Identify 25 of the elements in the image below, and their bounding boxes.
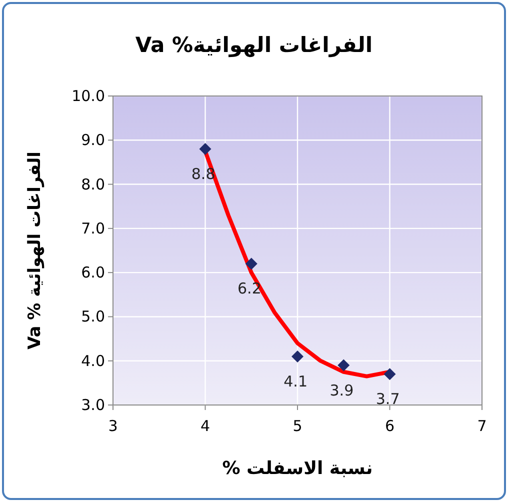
point	[384, 368, 396, 380]
data-label: 4.1	[284, 372, 308, 390]
y-tick-label: 9.0	[81, 131, 105, 150]
x-axis-title: نسبة الاسفلت %	[222, 458, 373, 479]
y-tick-label: 5.0	[81, 308, 105, 326]
x-tick-label: 6	[384, 417, 395, 435]
point	[292, 350, 304, 362]
data-label: 6.2	[238, 280, 262, 298]
chart-title: الفراغات الهوائية% Va	[135, 33, 373, 58]
x-tick-label: 3	[108, 417, 118, 435]
data-label: 3.9	[330, 381, 354, 400]
y-tick-label: 6.0	[81, 264, 105, 282]
y-tick-label: 3.0	[81, 396, 105, 414]
point	[338, 359, 350, 372]
x-tick-label: 5	[292, 417, 302, 435]
y-tick-label: 8.0	[81, 175, 105, 194]
data-label: 3.7	[376, 390, 400, 408]
x-tick-label: 4	[200, 417, 210, 435]
point	[245, 258, 258, 270]
y-tick-label: 4.0	[81, 352, 105, 370]
y-tick-label: 7.0	[81, 219, 105, 238]
y-tick-label: 10.0	[72, 87, 105, 105]
point	[199, 142, 212, 155]
x-tick-label: 7	[477, 417, 487, 435]
y-axis-title: الفراغات الهوائية % Va	[25, 152, 45, 350]
